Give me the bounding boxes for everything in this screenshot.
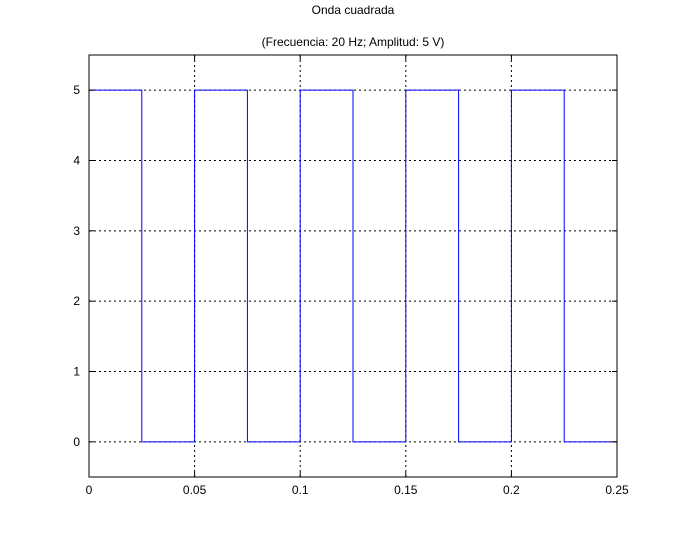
y-tick-label: 4 [73,154,80,168]
x-tick-label: 0.2 [503,483,520,497]
axis-ticks: 0 0.05 0.1 0.15 0.2 0.25 0 1 2 3 4 5 [73,55,629,497]
y-tick-label: 1 [73,365,80,379]
square-wave-line [89,89,618,443]
series-layer [89,89,618,443]
y-tick-label: 2 [73,294,80,308]
x-tick-label: 0.05 [183,483,207,497]
x-tick-label: 0.15 [394,483,418,497]
x-tick-label: 0.25 [605,483,629,497]
y-tick-label: 0 [73,435,80,449]
y-tick-label: 5 [73,83,80,97]
plot-frame [88,54,618,478]
chart-title: Onda cuadrada [312,3,395,17]
chart-subtitle: (Frecuencia: 20 Hz; Amplitud: 5 V) [262,35,445,49]
x-tick-label: 0 [86,483,93,497]
x-tick-label: 0.1 [292,483,309,497]
y-tick-label: 3 [73,224,80,238]
